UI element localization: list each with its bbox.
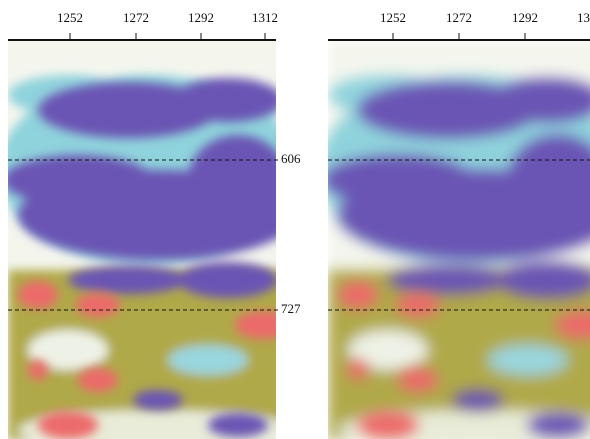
- horizon-label: 606: [281, 151, 301, 166]
- x-tick-label: 1272: [446, 10, 472, 25]
- left-axis: 1252 1272 1292 1312: [8, 10, 278, 41]
- right-panel: [318, 40, 590, 439]
- x-tick-label: 1312: [577, 10, 590, 25]
- x-tick-label: 1292: [188, 10, 214, 25]
- horizons: 606 727: [8, 151, 590, 316]
- x-tick-label: 1272: [123, 10, 149, 25]
- horizon-label: 727: [281, 301, 301, 316]
- right-axis: 1252 1272 1292 1312: [328, 10, 590, 41]
- x-tick-label: 1252: [57, 10, 83, 25]
- x-tick-label: 1292: [512, 10, 538, 25]
- clipped-label: 1312: [577, 10, 590, 25]
- left-panel: [0, 40, 298, 439]
- x-tick-label: 1312: [252, 10, 278, 25]
- x-tick-label: 1252: [380, 10, 406, 25]
